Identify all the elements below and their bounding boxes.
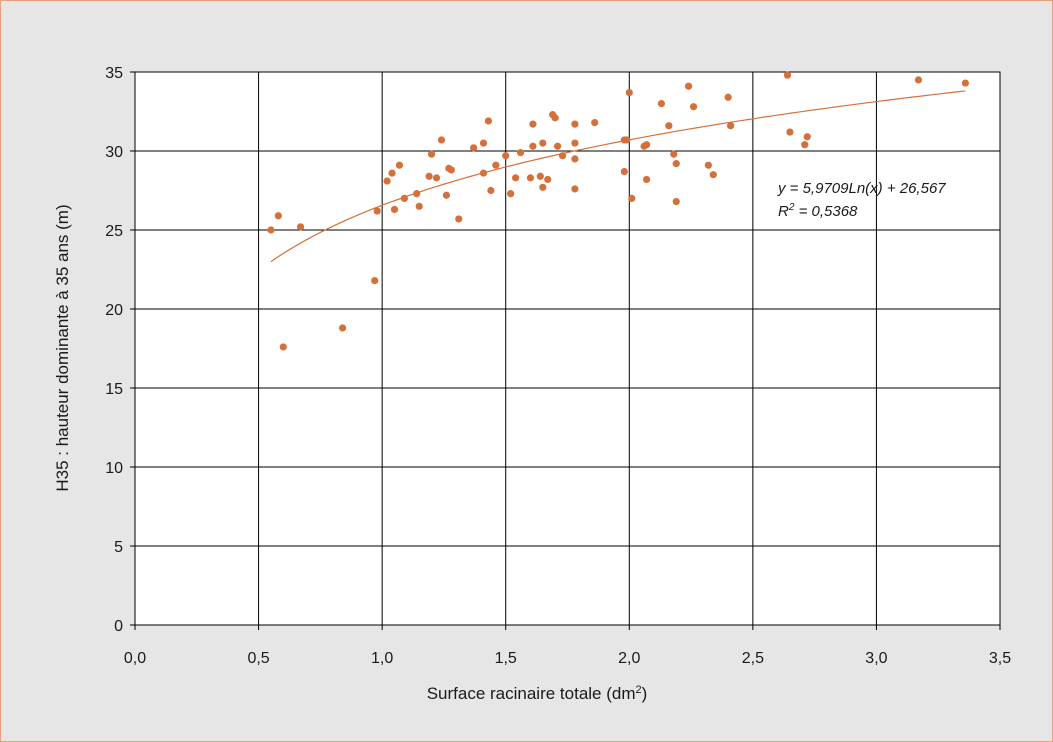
data-point <box>544 175 552 184</box>
data-point <box>274 212 282 220</box>
data-point <box>642 141 651 149</box>
data-point <box>339 324 347 332</box>
y-tick-label: 25 <box>105 223 123 240</box>
y-tick-label: 10 <box>105 460 123 477</box>
x-tick-labels: 0,0 0,5 1,0 1,5 2,0 2,5 3,0 3,5 <box>124 650 1011 667</box>
data-point <box>709 171 717 179</box>
x-tick-label: 2,5 <box>742 650 764 667</box>
data-point <box>670 150 678 158</box>
y-tick-label: 30 <box>105 144 123 161</box>
data-point <box>415 202 423 210</box>
data-point <box>296 223 305 231</box>
data-point <box>689 103 698 111</box>
y-axis-title: H35 : hauteur dominante à 35 ans (m) <box>53 204 72 491</box>
data-point <box>724 93 732 101</box>
data-point <box>390 205 399 214</box>
trend-line <box>270 90 966 263</box>
data-point <box>642 175 651 184</box>
data-point <box>400 194 408 202</box>
x-tick-label: 1,0 <box>371 650 393 667</box>
data-point <box>511 174 520 182</box>
data-point <box>961 79 970 87</box>
data-point <box>279 343 287 351</box>
data-point <box>803 133 811 141</box>
gridlines <box>130 71 1001 630</box>
data-point <box>801 141 809 149</box>
trend-equation: y = 5,9709Ln(x) + 26,567 <box>777 180 946 197</box>
x-tick-label: 0,5 <box>247 650 269 667</box>
data-point <box>786 128 794 136</box>
x-axis-title: Surface racinaire totale (dm2) <box>427 684 648 703</box>
data-point <box>455 215 463 223</box>
data-point <box>539 139 547 147</box>
data-point <box>526 174 535 182</box>
data-point <box>685 82 693 90</box>
y-tick-label: 15 <box>105 381 123 398</box>
data-point <box>539 183 547 191</box>
x-tick-label: 3,0 <box>865 650 887 667</box>
data-point <box>591 118 599 127</box>
data-point <box>373 207 381 215</box>
x-tick-label: 2,0 <box>618 650 640 667</box>
data-point <box>484 117 493 125</box>
data-point <box>571 155 579 163</box>
data-point <box>558 152 567 160</box>
data-point <box>447 166 455 174</box>
data-point <box>704 161 712 169</box>
data-point <box>502 152 510 160</box>
y-tick-label: 0 <box>114 618 123 635</box>
data-point <box>432 174 441 182</box>
r-squared-label: R2 = 0,5368 <box>778 202 858 220</box>
x-tick-label: 3,5 <box>989 650 1011 667</box>
data-point <box>628 194 636 202</box>
data-point <box>469 144 478 152</box>
data-point <box>783 71 792 79</box>
data-point <box>437 136 446 144</box>
data-point <box>516 148 525 157</box>
y-tick-label: 5 <box>114 539 123 556</box>
data-point <box>623 136 631 144</box>
data-point <box>665 122 673 130</box>
data-point <box>727 122 735 130</box>
data-point <box>413 190 421 198</box>
data-point <box>427 150 436 158</box>
x-tick-label: 1,5 <box>495 650 517 667</box>
plot-area <box>134 71 1001 626</box>
data-point <box>625 88 633 97</box>
data-point <box>425 172 433 180</box>
data-points <box>267 71 970 351</box>
data-point <box>395 161 404 169</box>
data-point <box>507 190 515 198</box>
data-point <box>371 276 379 285</box>
data-point <box>479 139 488 147</box>
data-point <box>529 142 537 150</box>
x-tick-label: 0,0 <box>124 650 146 667</box>
data-point <box>657 100 666 108</box>
data-point <box>536 172 544 180</box>
data-point <box>914 76 923 84</box>
data-point <box>487 186 495 195</box>
data-point <box>620 167 628 176</box>
data-point <box>529 120 537 128</box>
data-point <box>571 185 579 193</box>
data-point <box>442 191 450 199</box>
data-point <box>267 226 275 234</box>
y-tick-label: 35 <box>105 65 123 82</box>
data-point <box>571 120 579 128</box>
data-point <box>571 139 579 147</box>
data-point <box>554 142 562 150</box>
data-point <box>479 169 488 177</box>
data-point <box>383 177 391 185</box>
data-point <box>492 161 500 169</box>
data-point <box>551 114 559 122</box>
y-tick-labels: 0 5 10 15 20 25 30 35 <box>105 65 123 635</box>
data-point <box>672 160 680 168</box>
data-point <box>672 197 680 206</box>
y-tick-label: 20 <box>105 302 123 319</box>
data-point <box>388 169 396 177</box>
